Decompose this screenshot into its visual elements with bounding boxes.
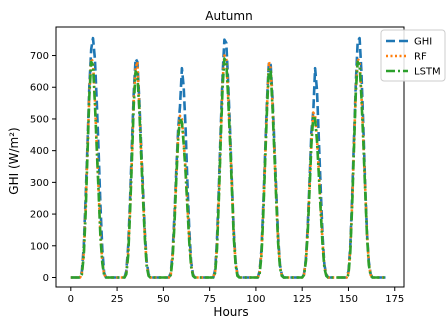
plot-frame: [55, 26, 405, 288]
y-tick-label: 400: [30, 146, 49, 157]
x-tick-label: 150: [339, 294, 358, 305]
plot-area: [55, 26, 405, 288]
y-tick-label: 200: [30, 210, 49, 221]
chart-title: Autumn: [205, 9, 252, 23]
x-tick-label: 100: [246, 294, 265, 305]
x-tick-label: 25: [111, 294, 124, 305]
x-tick-label: 75: [203, 294, 216, 305]
y-axis: 0 100 200 300 400 500 600 700: [30, 51, 56, 284]
y-tick-label: 0: [43, 273, 49, 284]
y-tick-label: 700: [30, 51, 49, 62]
y-tick-label: 300: [30, 178, 49, 189]
series-line-lstm: [70, 57, 386, 279]
x-axis-label: Hours: [213, 305, 248, 319]
x-tick-label: 125: [293, 294, 312, 305]
legend-label-lstm: LSTM: [414, 67, 441, 78]
legend-label-ghi: GHI: [414, 37, 432, 48]
y-tick-label: 600: [30, 83, 49, 94]
x-tick-label: 0: [68, 294, 74, 305]
x-axis: 0 25 50 75 100 125 150 175: [68, 287, 404, 305]
legend-box: [380, 29, 446, 82]
x-tick-label: 50: [157, 294, 170, 305]
x-tick-label: 175: [385, 294, 404, 305]
y-axis-label: GHI (W/m²): [7, 127, 21, 194]
y-tick-label: 500: [30, 114, 49, 125]
y-tick-label: 100: [30, 241, 49, 252]
legend-label-rf: RF: [414, 52, 427, 63]
y-axis-label-text: GHI (W/m²): [7, 127, 21, 194]
legend: GHI RF LSTM: [380, 29, 446, 82]
